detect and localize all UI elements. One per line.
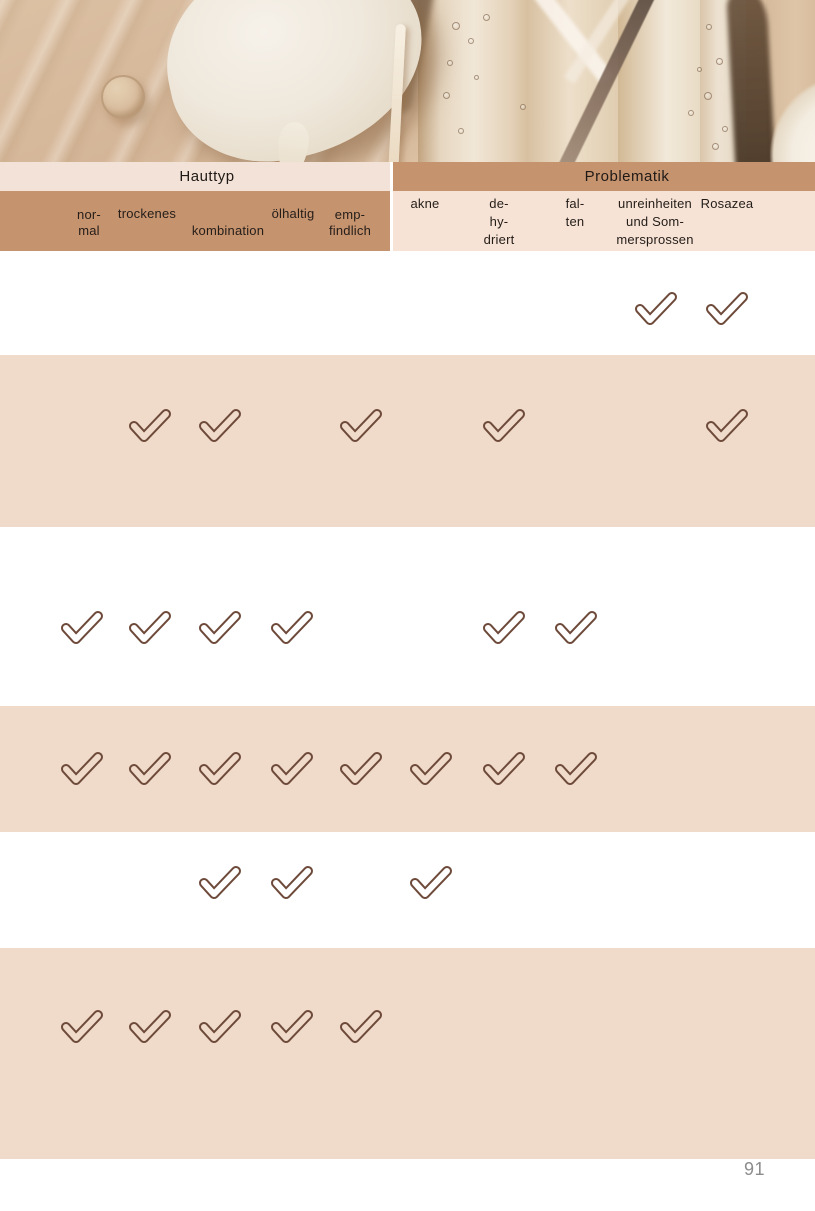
check-icon-empfindlich bbox=[340, 752, 382, 785]
column-label-falten: fal-ten bbox=[565, 196, 585, 229]
check-icon-akne bbox=[410, 752, 452, 785]
column-label-oelhaltig: ölhaltig bbox=[271, 206, 315, 221]
gel-bubble bbox=[697, 67, 702, 72]
check-icon-oelhaltig bbox=[271, 611, 313, 644]
check-icon-rosazea bbox=[706, 292, 748, 325]
check-icon-normal bbox=[61, 1010, 103, 1043]
check-icon-oelhaltig bbox=[271, 1010, 313, 1043]
check-icon-kombination bbox=[199, 866, 241, 899]
check-icon-normal bbox=[61, 752, 103, 785]
check-icon-falten bbox=[555, 611, 597, 644]
gel-droplet bbox=[101, 75, 145, 119]
header-band-problematik: Problematik bbox=[393, 162, 815, 191]
check-icon-kombination bbox=[199, 611, 241, 644]
gel-bubble bbox=[474, 75, 479, 80]
header-band-hauttyp: Hauttyp bbox=[0, 162, 390, 191]
product-row-3 bbox=[0, 527, 815, 706]
gel-bubble bbox=[443, 92, 450, 99]
column-label-unreinheiten: unreinheiten und Som-mersprossen bbox=[616, 196, 694, 247]
check-icon-trockenes bbox=[129, 752, 171, 785]
check-icon-dehydriert bbox=[483, 752, 525, 785]
gel-bubble bbox=[704, 92, 712, 100]
check-icon-falten bbox=[555, 752, 597, 785]
gel-bubble bbox=[452, 22, 460, 30]
check-icon-kombination bbox=[199, 409, 241, 442]
column-label-rosazea: Rosazea bbox=[700, 196, 754, 211]
gel-bubble bbox=[447, 60, 453, 66]
check-icon-trockenes bbox=[129, 1010, 171, 1043]
check-icon-kombination bbox=[199, 1010, 241, 1043]
product-row-2 bbox=[0, 355, 815, 527]
check-icon-akne bbox=[410, 866, 452, 899]
column-label-dehydriert: de-hy-driert bbox=[483, 196, 515, 247]
column-label-empfindlich: emp-findlich bbox=[328, 207, 372, 238]
hero-photo bbox=[0, 0, 815, 162]
check-icon-oelhaltig bbox=[271, 752, 313, 785]
gel-bubble bbox=[468, 38, 474, 44]
column-label-akne: akne bbox=[410, 196, 440, 211]
check-icon-unreinheiten bbox=[635, 292, 677, 325]
gel-bubble bbox=[712, 143, 719, 150]
check-icon-rosazea bbox=[706, 409, 748, 442]
column-label-trockenes: trockenes bbox=[117, 206, 177, 221]
product-row-5 bbox=[0, 832, 815, 948]
group-title-problematik: Problematik bbox=[584, 167, 670, 185]
gel-bubble bbox=[483, 14, 490, 21]
gel-bubble bbox=[722, 126, 728, 132]
gel-bubble bbox=[716, 58, 723, 65]
page-number: 91 bbox=[744, 1159, 766, 1179]
check-icon-trockenes bbox=[129, 409, 171, 442]
column-labels-hauttyp bbox=[0, 191, 390, 251]
smear-band bbox=[418, 0, 530, 162]
check-icon-empfindlich bbox=[340, 409, 382, 442]
product-row-4 bbox=[0, 706, 815, 832]
check-icon-kombination bbox=[199, 752, 241, 785]
check-icon-dehydriert bbox=[483, 611, 525, 644]
gel-bubble bbox=[458, 128, 464, 134]
product-row-1 bbox=[0, 251, 815, 355]
column-labels-problematik bbox=[393, 191, 815, 251]
product-row-6 bbox=[0, 948, 815, 1159]
gel-bubble bbox=[706, 24, 712, 30]
group-title-hauttyp: Hauttyp bbox=[179, 167, 235, 185]
column-label-normal: nor-mal bbox=[77, 207, 101, 238]
check-icon-normal bbox=[61, 611, 103, 644]
gel-bubble bbox=[688, 110, 694, 116]
check-icon-empfindlich bbox=[340, 1010, 382, 1043]
check-icon-dehydriert bbox=[483, 409, 525, 442]
column-label-kombination: kombination bbox=[191, 223, 265, 238]
check-icon-oelhaltig bbox=[271, 866, 313, 899]
gel-bubble bbox=[520, 104, 526, 110]
check-icon-trockenes bbox=[129, 611, 171, 644]
